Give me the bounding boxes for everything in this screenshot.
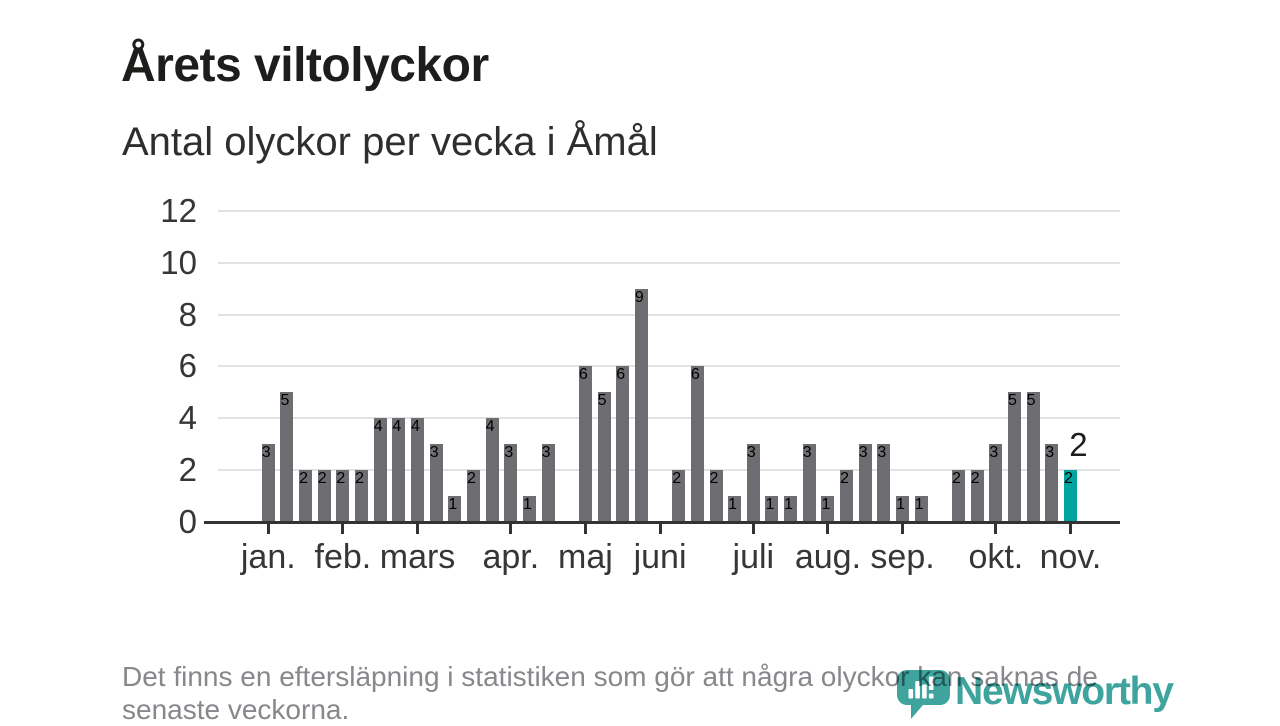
bar: 3 (802, 444, 816, 522)
bar: 2 (840, 470, 854, 522)
bar: 4 (485, 418, 499, 522)
bar: 2 (952, 470, 966, 522)
newsworthy-wordmark: Newsworthy (955, 670, 1174, 713)
bar: 3 (1045, 444, 1059, 522)
y-axis-label: 6 (178, 347, 197, 385)
bar: 1 (896, 496, 910, 522)
y-axis-label: 2 (178, 451, 197, 489)
bar: 6 (578, 366, 592, 522)
month-label: jan. (240, 538, 296, 576)
bar: 3 (261, 444, 275, 522)
bar: 3 (429, 444, 443, 522)
month-label: sep. (870, 538, 935, 576)
bar: 3 (746, 444, 760, 522)
bar: 9 (634, 288, 648, 522)
month-label: mars (379, 538, 456, 576)
bar: 4 (392, 418, 406, 522)
tick-mark (416, 524, 420, 534)
bar-value-label: 2 (1069, 426, 1088, 463)
y-axis-label: 12 (160, 191, 197, 229)
bar: 2 (970, 470, 984, 522)
newsworthy-pin-barchart-icon (897, 670, 950, 719)
bar: 1 (522, 496, 536, 522)
bar: 3 (504, 444, 518, 522)
bar: 1 (784, 496, 798, 522)
month-label: feb. (314, 538, 372, 576)
bar: 2 (355, 470, 369, 522)
month-label: nov. (1039, 538, 1102, 576)
tick-mark (509, 524, 513, 534)
bar: 2 (672, 470, 686, 522)
y-axis-label: 8 (178, 295, 197, 333)
bar: 2 (1063, 470, 1077, 522)
bar: 1 (765, 496, 779, 522)
bar: 5 (1026, 392, 1040, 522)
month-label: okt. (968, 538, 1024, 576)
newsworthy-logo: Newsworthy (897, 667, 1174, 720)
y-axis-label: 10 (160, 243, 197, 281)
tick-mark (658, 524, 662, 534)
bar: 5 (597, 392, 611, 522)
bar: 4 (411, 418, 425, 522)
gridline (218, 469, 1120, 472)
bar: 6 (616, 366, 630, 522)
tick-mark (341, 524, 345, 534)
bar: 3 (858, 444, 872, 522)
bar: 6 (690, 366, 704, 522)
tick-mark (901, 524, 905, 534)
tick-mark (994, 524, 998, 534)
bar: 2 (467, 470, 480, 522)
bar: 5 (280, 392, 294, 522)
bar: 1 (821, 496, 835, 522)
bar: 1 (448, 496, 462, 522)
chart-subtitle: Antal olyckor per vecka i Åmål (122, 120, 658, 164)
y-axis-label: 0 (178, 503, 197, 540)
bar: 3 (877, 444, 891, 522)
tick-mark (266, 524, 270, 534)
gridline (218, 313, 1120, 316)
bar: 1 (914, 496, 928, 522)
tick-mark (583, 524, 587, 534)
tick-mark (826, 524, 830, 534)
bar: 2 (317, 470, 331, 522)
bar: 1 (728, 496, 742, 522)
tick-mark (751, 524, 755, 534)
gridline (218, 261, 1120, 264)
gridline (218, 365, 1120, 368)
bar: 2 (336, 470, 350, 522)
month-label: aug. (794, 538, 862, 576)
month-label: juni (633, 538, 687, 576)
y-axis-label: 4 (178, 399, 197, 437)
page-title: Årets viltolyckor (121, 39, 489, 93)
month-label: juli (732, 538, 775, 576)
gridline (218, 209, 1120, 212)
bar: 3 (541, 444, 555, 522)
month-label: maj (558, 538, 613, 576)
bar: 2 (709, 470, 723, 522)
bar: 5 (1008, 392, 1021, 522)
tick-mark (1068, 524, 1072, 534)
month-label: apr. (482, 538, 540, 576)
bar: 3 (989, 444, 1003, 522)
gridline (218, 417, 1120, 420)
x-axis (204, 521, 1120, 524)
bar: 4 (373, 418, 387, 522)
bar: 2 (299, 470, 313, 522)
